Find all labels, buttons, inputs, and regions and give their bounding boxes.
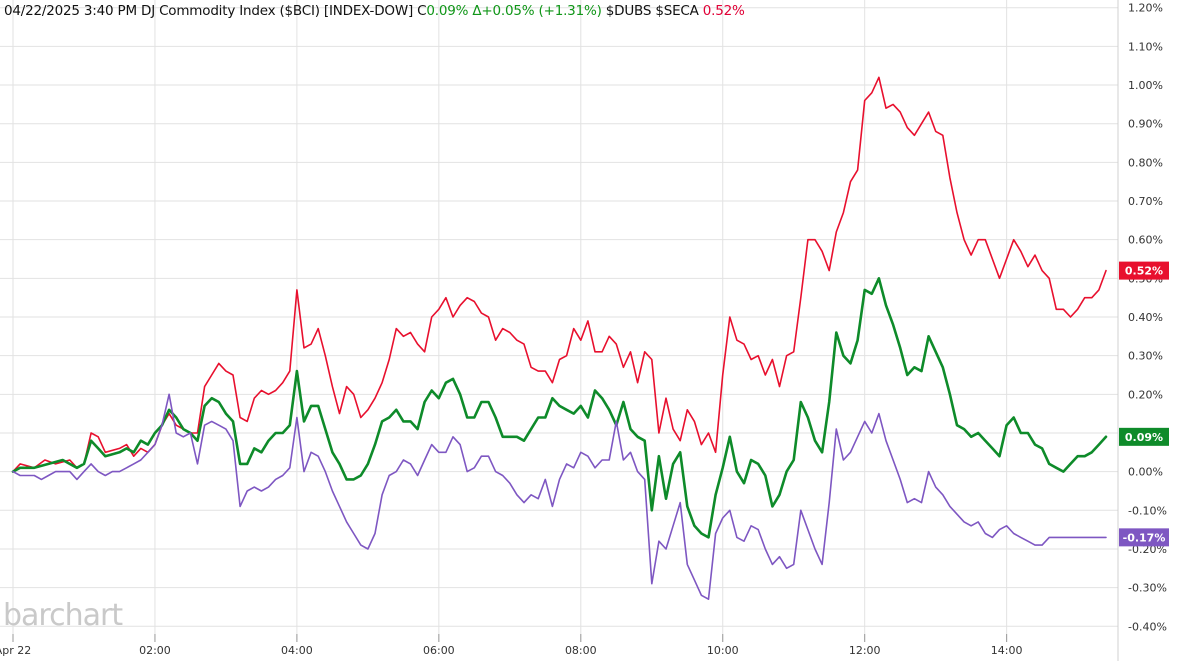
header-datetime: 04/22/2025 3:40 PM	[4, 3, 137, 19]
y-tick-label: 0.40%	[1128, 311, 1163, 324]
series-lines	[11, 76, 1108, 600]
series-line-bci	[11, 277, 1108, 539]
badge-bci: 0.09%	[1119, 427, 1169, 446]
y-tick-label: -0.10%	[1128, 504, 1167, 517]
header-seca-value: 0.52%	[702, 3, 745, 19]
y-tick-label: 0.70%	[1128, 195, 1163, 208]
y-tick-label: -0.40%	[1128, 620, 1167, 633]
y-tick-label: 0.90%	[1128, 118, 1163, 131]
header-close-prefix: C	[417, 3, 427, 19]
x-tick-label: 10:00	[707, 644, 739, 657]
badge-bg	[1119, 261, 1169, 280]
y-tick-label: 1.00%	[1128, 79, 1163, 92]
x-tick-label: Apr 22	[0, 644, 31, 657]
x-tick-label: 04:00	[281, 644, 313, 657]
header-title[interactable]: DJ Commodity Index ($BCI) [INDEX-DOW]	[141, 3, 414, 19]
header-symbol-dubs[interactable]: $DUBS	[605, 3, 652, 19]
y-tick-label: 0.20%	[1128, 388, 1163, 401]
y-tick-label: 1.20%	[1128, 2, 1163, 15]
y-tick-label: 0.80%	[1128, 156, 1163, 169]
series-line-seca	[12, 76, 1107, 473]
badge-label: 0.09%	[1125, 431, 1163, 444]
y-tick-label: 1.10%	[1128, 40, 1163, 53]
badge-dubs: -0.17%	[1119, 528, 1169, 547]
x-tick-label: 08:00	[565, 644, 597, 657]
y-tick-label: 0.60%	[1128, 234, 1163, 247]
barchart-watermark: barchart	[3, 598, 123, 633]
y-tick-label: -0.30%	[1128, 582, 1167, 595]
x-tick-label: 06:00	[423, 644, 455, 657]
horizontal-grid	[0, 0, 1119, 661]
vertical-grid	[12, 0, 1008, 642]
last-value-badges: 0.52% 0.09% -0.17%	[1119, 261, 1169, 547]
badge-label: -0.17%	[1123, 531, 1166, 544]
header-close-value: 0.09%	[426, 3, 469, 19]
x-axis-ticks: Apr 22 02:00 04:00 06:00 08:00 10:00 12:00 14:0…	[0, 634, 1022, 657]
badge-bg	[1119, 427, 1169, 446]
x-tick-label: 12:00	[849, 644, 881, 657]
header-symbol-seca[interactable]: $SECA	[655, 3, 699, 19]
badge-bg	[1119, 528, 1169, 547]
chart-header: 04/22/2025 3:40 PM DJ Commodity Index ($…	[4, 3, 745, 19]
badge-label: 0.52%	[1125, 265, 1163, 278]
y-tick-label: 0.30%	[1128, 350, 1163, 363]
header-delta: Δ+0.05% (+1.31%)	[472, 3, 602, 19]
x-tick-label: 02:00	[139, 644, 171, 657]
y-tick-label: 0.00%	[1128, 466, 1163, 479]
badge-seca: 0.52%	[1119, 261, 1169, 280]
x-tick-label: 14:00	[991, 644, 1023, 657]
series-line-dubs	[12, 393, 1107, 600]
